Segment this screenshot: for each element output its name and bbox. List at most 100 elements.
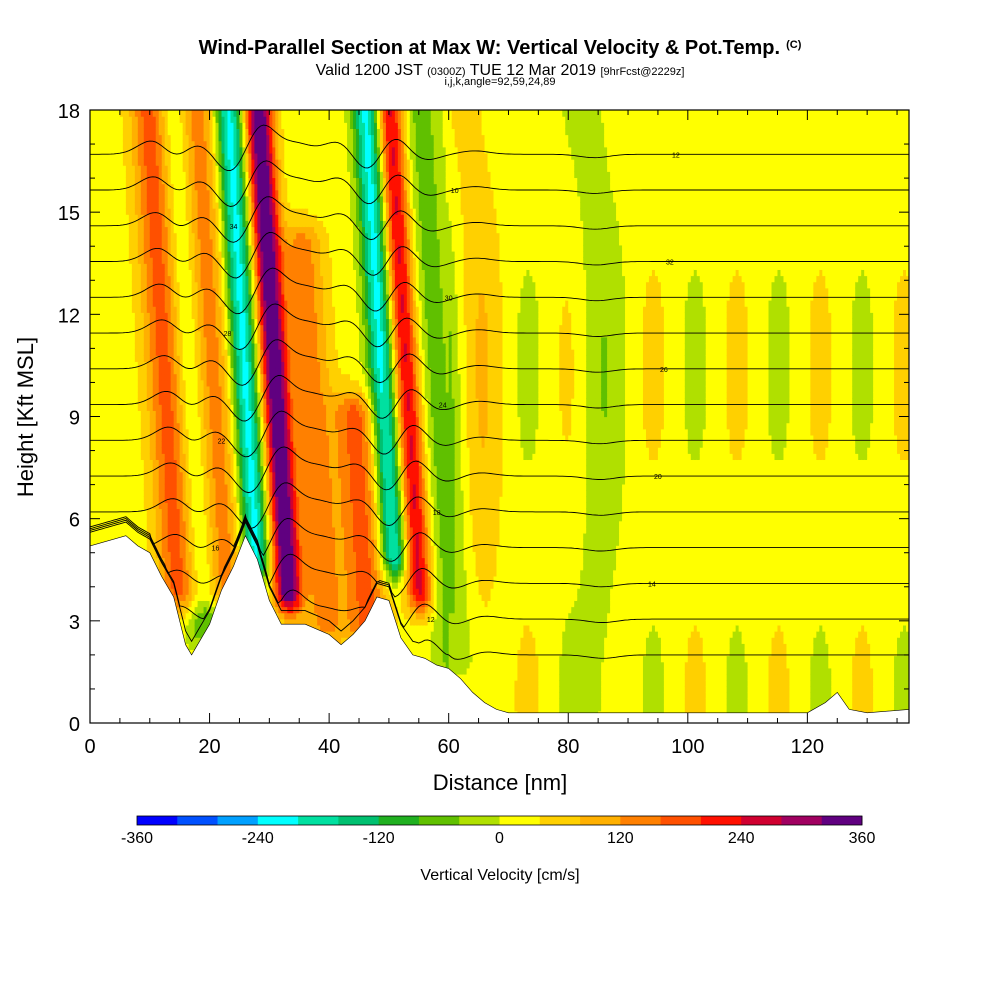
velocity-cell <box>143 306 148 313</box>
velocity-cell <box>149 483 154 491</box>
velocity-cell <box>95 496 100 503</box>
velocity-cell <box>167 324 172 332</box>
velocity-cell <box>116 226 121 234</box>
velocity-cell <box>140 201 145 209</box>
velocity-cell <box>134 116 139 123</box>
velocity-cell <box>122 195 127 203</box>
velocity-cell <box>164 526 169 534</box>
velocity-cell <box>116 330 121 338</box>
velocity-cell <box>134 416 139 424</box>
velocity-cell <box>98 434 103 442</box>
velocity-cell <box>140 416 145 424</box>
velocity-cell <box>173 300 178 307</box>
velocity-cell <box>119 447 124 454</box>
velocity-cell <box>119 116 124 123</box>
velocity-cell <box>143 336 148 344</box>
velocity-cell <box>143 275 148 283</box>
velocity-cell <box>110 232 115 240</box>
velocity-cell <box>161 171 166 179</box>
velocity-cell <box>176 391 181 399</box>
velocity-cell <box>161 300 166 307</box>
velocity-cell <box>167 391 172 399</box>
velocity-cell <box>92 269 97 277</box>
velocity-cell <box>167 214 172 221</box>
velocity-cell <box>134 128 139 136</box>
velocity-cell <box>167 140 172 148</box>
velocity-cell <box>155 361 160 369</box>
velocity-cell <box>143 477 148 485</box>
velocity-cell <box>95 453 100 461</box>
velocity-cell <box>170 373 175 381</box>
velocity-cell <box>137 238 142 246</box>
velocity-cell <box>98 459 103 467</box>
velocity-cell <box>128 275 133 283</box>
velocity-cell <box>95 483 100 491</box>
velocity-cell <box>176 606 181 614</box>
velocity-cell <box>119 140 124 148</box>
velocity-cell <box>134 177 139 185</box>
velocity-cell <box>116 526 121 534</box>
velocity-cell <box>170 490 175 497</box>
velocity-cell <box>125 330 130 338</box>
velocity-cell <box>131 379 136 387</box>
velocity-cell <box>176 477 181 485</box>
velocity-cell <box>90 300 94 307</box>
velocity-cell <box>113 416 118 424</box>
velocity-cell <box>140 189 145 197</box>
velocity-cell <box>90 496 94 503</box>
velocity-cell <box>113 398 118 405</box>
velocity-cell <box>155 250 160 258</box>
velocity-cell <box>140 391 145 399</box>
velocity-cell <box>158 300 163 307</box>
velocity-cell <box>155 220 160 228</box>
velocity-cell <box>110 269 115 277</box>
velocity-cell <box>161 263 166 270</box>
velocity-cell <box>173 122 178 129</box>
velocity-cell <box>128 293 133 301</box>
velocity-cell <box>116 502 121 510</box>
velocity-cell <box>155 257 160 264</box>
velocity-cell <box>125 496 130 503</box>
velocity-cell <box>116 300 121 307</box>
velocity-cell <box>122 293 127 301</box>
velocity-cell <box>101 263 106 270</box>
velocity-cell <box>101 465 106 473</box>
velocity-cell <box>158 508 163 516</box>
velocity-cell <box>110 116 115 123</box>
velocity-cell <box>143 183 148 191</box>
velocity-cell <box>98 330 103 338</box>
velocity-cell <box>107 471 112 479</box>
velocity-cell <box>173 551 178 559</box>
velocity-cell <box>101 122 106 129</box>
velocity-cell <box>158 312 163 320</box>
velocity-cell <box>134 134 139 142</box>
velocity-cell <box>107 416 112 424</box>
velocity-cell <box>146 361 151 369</box>
velocity-cell <box>170 275 175 283</box>
velocity-cell <box>113 263 118 270</box>
velocity-cell <box>119 520 124 528</box>
velocity-cell <box>90 483 94 491</box>
chart-title: Wind-Parallel Section at Max W: Vertical… <box>0 37 1000 60</box>
velocity-cell <box>101 238 106 246</box>
velocity-cell <box>131 318 136 326</box>
velocity-cell <box>98 306 103 313</box>
velocity-cell <box>104 385 109 393</box>
velocity-cell <box>149 391 154 399</box>
velocity-cell <box>176 367 181 375</box>
velocity-cell <box>107 116 112 123</box>
velocity-cell <box>152 110 157 117</box>
velocity-cell <box>146 520 151 528</box>
velocity-cell <box>167 410 172 418</box>
velocity-cell <box>140 355 145 362</box>
velocity-cell <box>152 226 157 234</box>
velocity-cell <box>158 208 163 215</box>
velocity-cell <box>137 275 142 283</box>
velocity-cell <box>134 447 139 454</box>
velocity-cell <box>110 342 115 350</box>
velocity-cell <box>101 428 106 436</box>
velocity-cell <box>107 379 112 387</box>
velocity-cell <box>149 324 154 332</box>
velocity-cell <box>170 545 175 552</box>
velocity-cell <box>125 410 130 418</box>
